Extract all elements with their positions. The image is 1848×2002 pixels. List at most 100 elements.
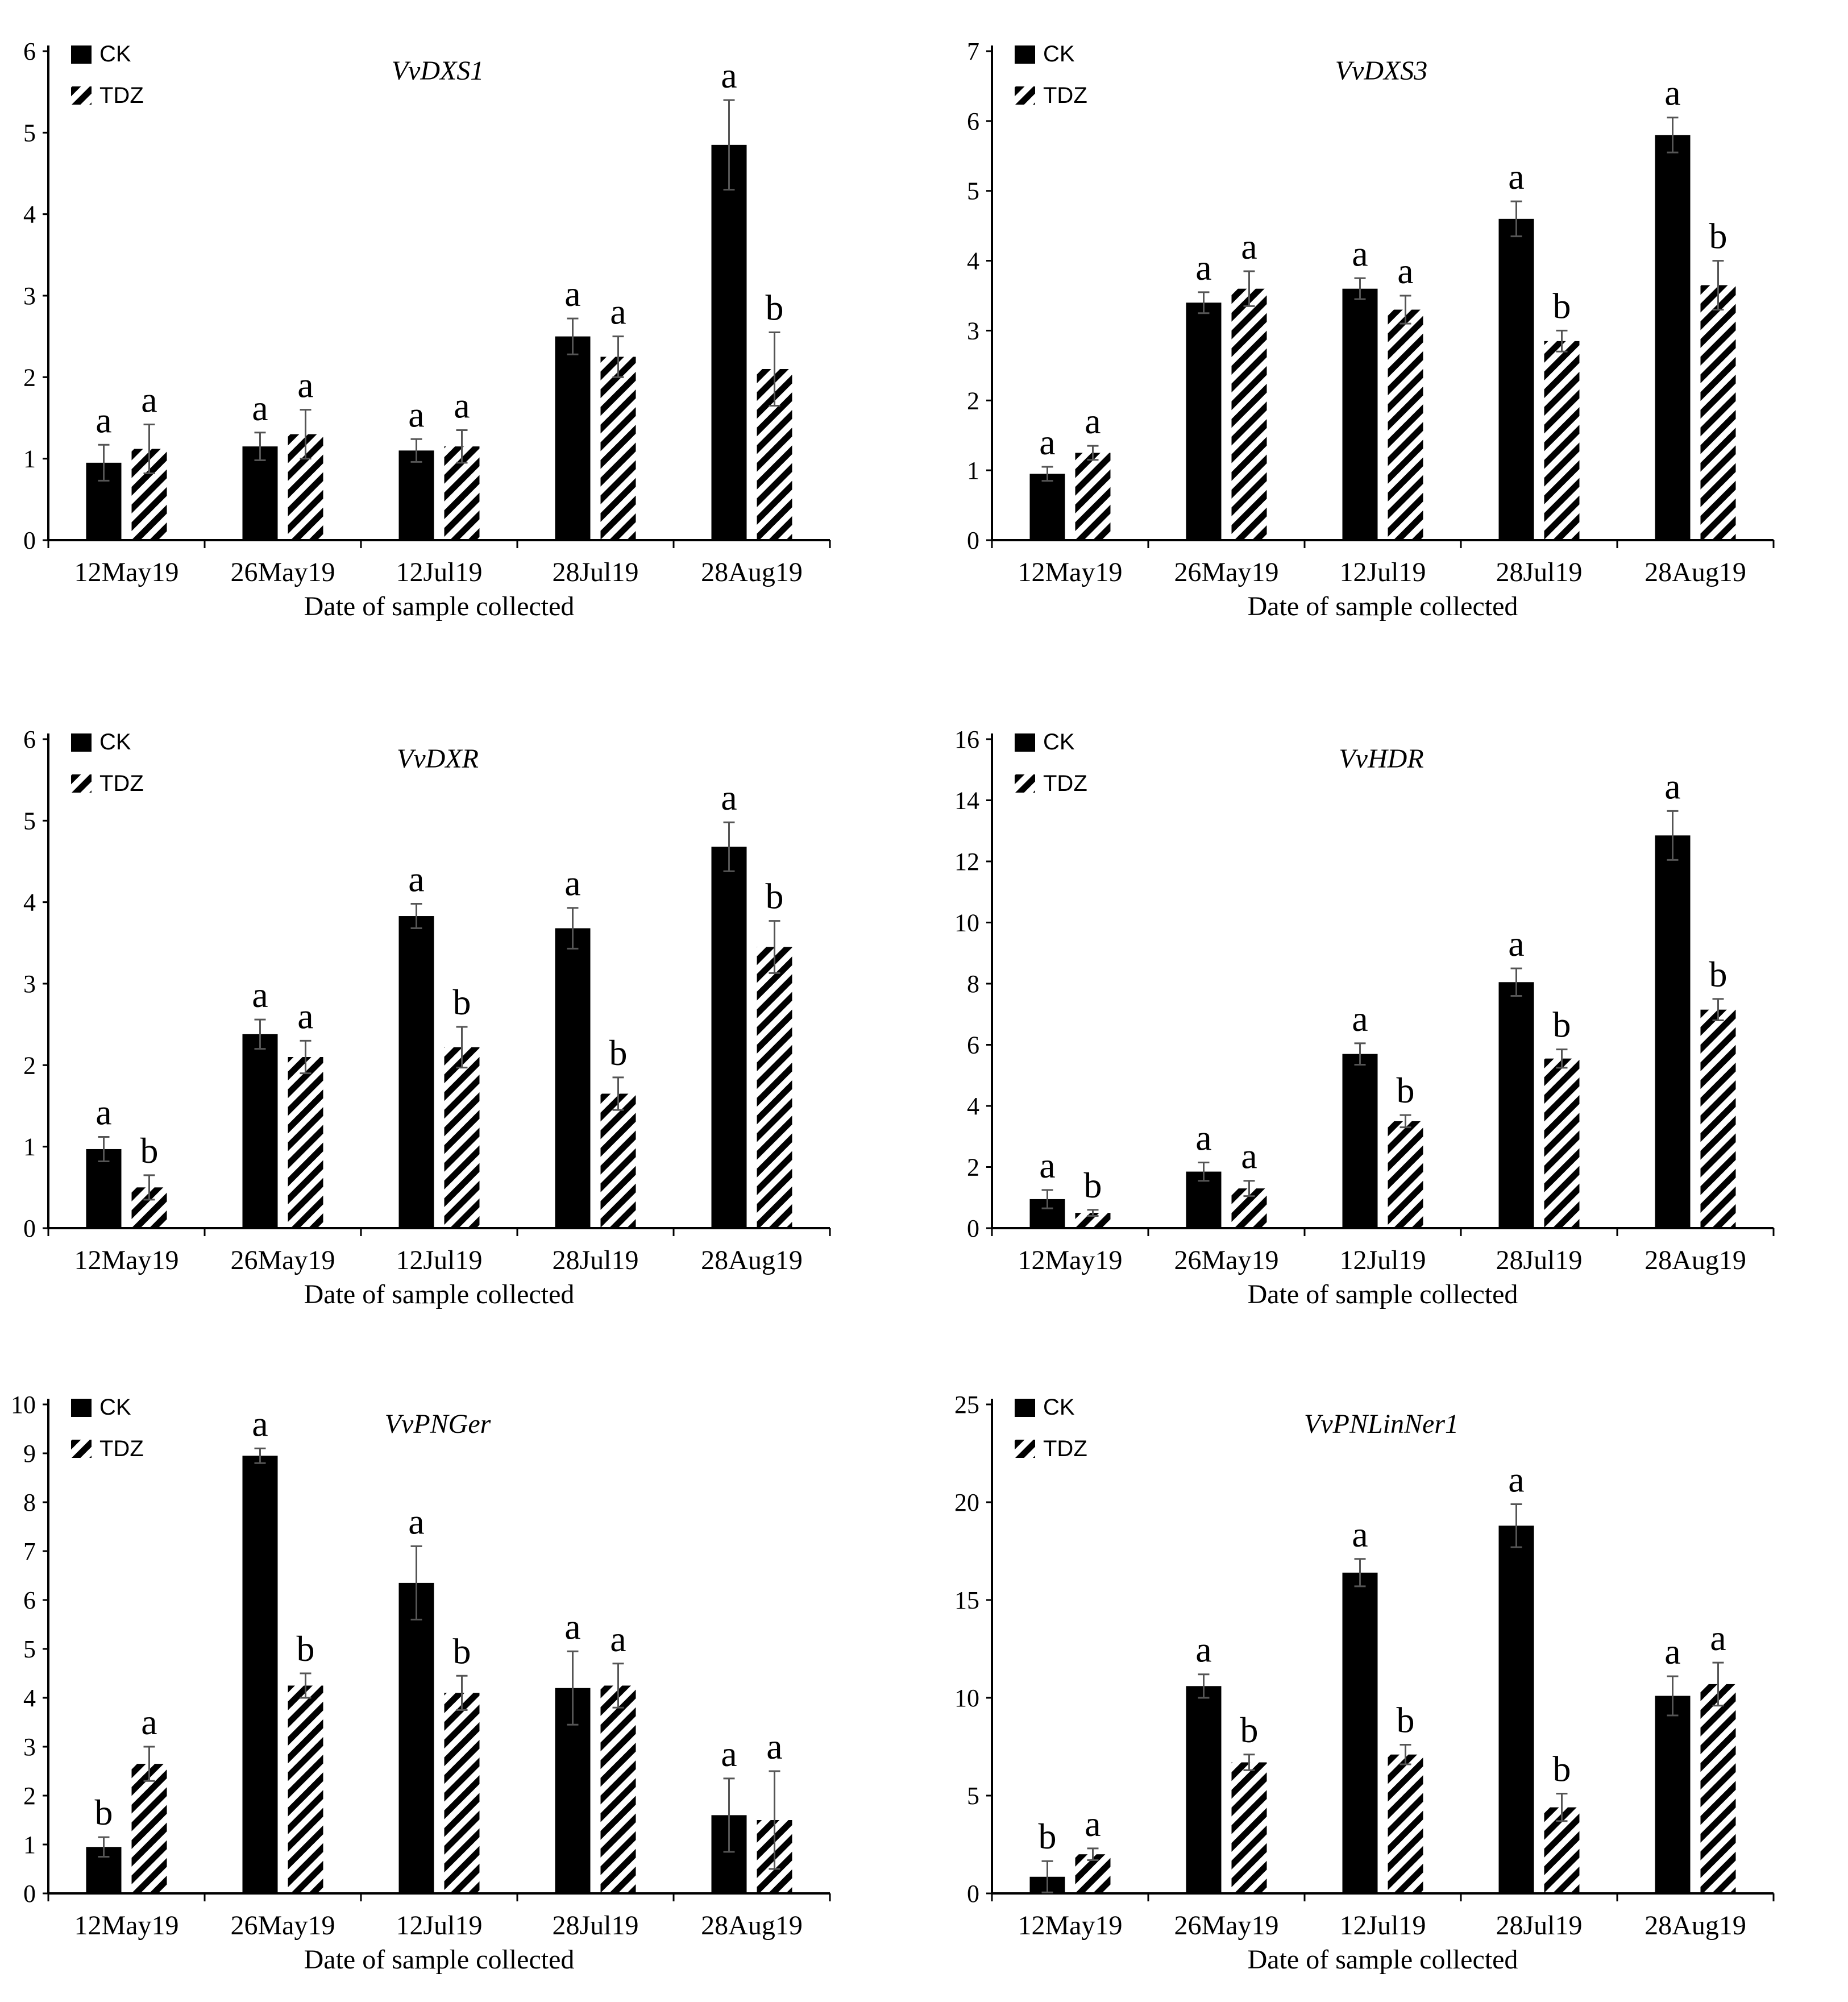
chart-svg-5: 0 5 10 15 20 25 12May19 26May19 12Jul19 28Jul19 28…: [954, 1391, 1775, 1975]
ck-bar: [242, 1034, 278, 1228]
significance-letter: a: [721, 55, 737, 96]
chart-title: VvPNLinNer1: [1304, 1409, 1459, 1439]
y-tick-label: 1: [23, 1133, 36, 1161]
x-tick-label: 28Aug19: [1644, 1910, 1746, 1941]
chart-svg-2: 0 1 2 3 4 5 6 12May19 26May19 12Jul19 28Jul19 28Aug…: [23, 726, 831, 1309]
y-tick-label: 5: [23, 119, 36, 147]
legend-tdz-swatch: [1015, 1440, 1035, 1458]
y-tick-label: 4: [23, 889, 36, 917]
ck-bar: [398, 916, 434, 1228]
tdz-bar: [600, 357, 636, 540]
significance-letter: a: [1085, 1804, 1101, 1844]
y-tick-label: 8: [23, 1489, 36, 1516]
chart-svg-4: 0 1 2 3 4 5 6 7 8 9 10 12May19 26May19 12Jul19 28Jul19…: [11, 1391, 831, 1975]
chart-vvdxs3: 0 1 2 3 4 5 6 7 12May19 26May19 12Jul19 28Jul19 28Au…: [944, 17, 1830, 643]
x-tick-label: 12Jul19: [1339, 1245, 1426, 1275]
x-tick-label: 12Jul19: [1339, 1910, 1426, 1941]
ck-bar: [1498, 1526, 1534, 1893]
legend-ck-label: CK: [1043, 42, 1075, 67]
significance-letter: a: [141, 1702, 157, 1742]
significance-letter: a: [1352, 998, 1368, 1039]
legend-ck-label: CK: [99, 729, 131, 755]
legend-tdz-label: TDZ: [99, 1436, 144, 1461]
significance-letter: a: [297, 996, 313, 1036]
y-tick-label: 0: [967, 1880, 979, 1908]
y-tick-label: 0: [967, 527, 979, 554]
chart-svg-0: 0 1 2 3 4 5 6 12May19 26May19 12Jul19 28Jul19 28Aug…: [23, 38, 831, 621]
significance-letter: b: [1397, 1700, 1415, 1740]
significance-letter: a: [1195, 247, 1211, 288]
ck-bar: [242, 446, 278, 540]
legend-ck-label: CK: [99, 42, 131, 67]
significance-letter: a: [564, 273, 580, 314]
significance-letter: a: [1397, 251, 1413, 291]
significance-letter: b: [1240, 1710, 1259, 1750]
y-tick-label: 12: [954, 848, 979, 876]
y-tick-label: 1: [23, 445, 36, 473]
y-tick-label: 2: [23, 363, 36, 391]
y-tick-label: 2: [967, 1154, 979, 1182]
y-tick-label: 9: [23, 1440, 36, 1468]
ck-bar: [1655, 835, 1691, 1228]
significance-letter: a: [408, 1501, 424, 1541]
tdz-bar: [1544, 341, 1580, 540]
significance-letter: a: [1710, 1618, 1726, 1658]
legend-ck-swatch: [1015, 45, 1035, 64]
y-tick-label: 1: [967, 457, 979, 484]
x-tick-label: 12Jul19: [396, 557, 482, 587]
x-axis-label: Date of sample collected: [1248, 1279, 1518, 1309]
chart-title: VvDXS1: [392, 56, 484, 86]
x-axis-label: Date of sample collected: [1248, 1945, 1518, 1975]
ck-bar: [398, 450, 434, 540]
chart-vvpnlinner1: 0 5 10 15 20 25 12May19 26May19 12Jul19 28Jul19 28…: [944, 1370, 1830, 1996]
y-tick-label: 7: [967, 38, 979, 65]
significance-letter: a: [252, 1403, 268, 1444]
tdz-bar: [1388, 309, 1423, 540]
tdz-bar: [1544, 1058, 1580, 1228]
chart-vvhdr: 0 2 4 6 8 10 12 14 16 12May19 26May19 12Jul19 28Jul1…: [944, 705, 1830, 1330]
significance-letter: a: [408, 394, 424, 434]
significance-letter: b: [1553, 285, 1571, 326]
significance-letter: a: [721, 1734, 737, 1774]
significance-letter: a: [564, 863, 580, 903]
significance-letter: a: [564, 1606, 580, 1647]
chart-vvpnger: 0 1 2 3 4 5 6 7 8 9 10 12May19 26May19 12Jul19 28Jul19…: [0, 1370, 887, 1996]
legend-ck-label: CK: [1043, 729, 1075, 755]
x-tick-label: 28Aug19: [1644, 1245, 1746, 1275]
legend-tdz-label: TDZ: [1043, 1436, 1087, 1461]
tdz-bar: [288, 1685, 323, 1893]
x-tick-label: 28Jul19: [552, 1245, 638, 1275]
x-tick-label: 28Jul19: [552, 557, 638, 587]
x-axis-label: Date of sample collected: [304, 1279, 575, 1309]
x-tick-label: 12May19: [74, 557, 179, 587]
x-tick-label: 12May19: [1018, 1910, 1123, 1941]
significance-letter: a: [1195, 1630, 1211, 1670]
x-tick-label: 12May19: [1018, 557, 1123, 587]
significance-letter: a: [1664, 73, 1680, 113]
x-tick-label: 28Jul19: [1496, 557, 1582, 587]
y-tick-label: 3: [967, 317, 979, 345]
x-axis-label: Date of sample collected: [304, 591, 575, 621]
significance-letter: b: [297, 1628, 315, 1669]
significance-letter: b: [1553, 1749, 1571, 1789]
significance-letter: b: [453, 982, 471, 1022]
ck-bar: [1186, 302, 1222, 540]
x-tick-label: 12May19: [1018, 1245, 1123, 1275]
ck-bar: [242, 1456, 278, 1893]
y-tick-label: 4: [967, 247, 979, 275]
significance-letter: b: [1709, 216, 1727, 256]
y-tick-label: 10: [11, 1391, 36, 1419]
x-tick-label: 12Jul19: [396, 1910, 482, 1941]
tdz-bar: [1700, 1684, 1736, 1893]
significance-letter: b: [1709, 954, 1727, 994]
x-axis-label: Date of sample collected: [1248, 591, 1518, 621]
ck-bar: [398, 1582, 434, 1893]
x-tick-label: 28Aug19: [701, 1245, 803, 1275]
y-tick-label: 4: [967, 1092, 979, 1120]
legend-tdz-label: TDZ: [1043, 771, 1087, 796]
significance-letter: a: [1241, 1136, 1257, 1176]
x-tick-label: 12Jul19: [396, 1245, 482, 1275]
y-tick-label: 6: [23, 1586, 36, 1614]
y-tick-label: 0: [967, 1215, 979, 1242]
significance-letter: b: [766, 876, 784, 917]
